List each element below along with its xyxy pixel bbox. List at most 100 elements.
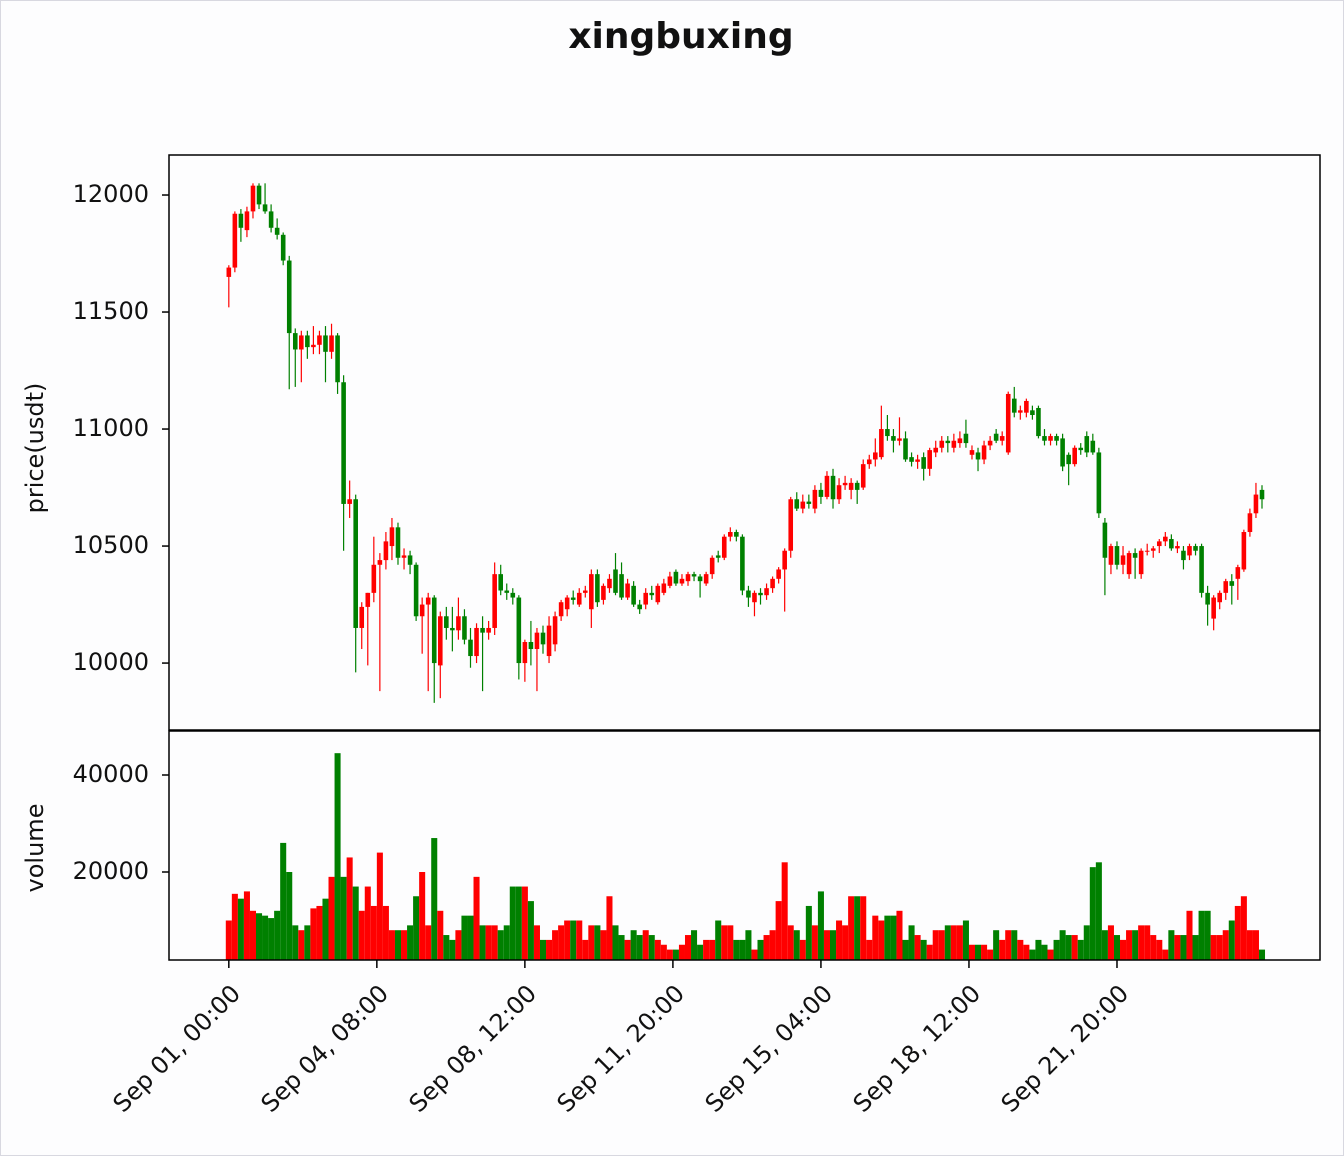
volume-bar	[981, 944, 988, 960]
candle-body	[643, 592, 649, 605]
volume-bar	[262, 915, 269, 960]
volume-bar	[286, 872, 293, 960]
candle-body	[842, 482, 848, 486]
volume-bar	[902, 939, 909, 960]
chart-title: xingbuxing	[568, 16, 793, 57]
volume-bar	[678, 944, 685, 960]
volume-bar	[787, 925, 794, 960]
volume-bar	[999, 939, 1006, 960]
candle-body	[377, 560, 383, 565]
volume-bar	[1204, 910, 1211, 960]
volume-bar	[552, 930, 559, 960]
volume-bar	[1174, 935, 1181, 960]
volume-bar	[298, 930, 305, 960]
volume-bar	[576, 920, 583, 960]
candle-body	[661, 583, 667, 593]
volume-bar	[739, 939, 746, 960]
volume-bar	[1101, 930, 1108, 960]
candle-body	[1229, 581, 1235, 586]
candle-body	[631, 585, 636, 605]
volume-bar	[1198, 910, 1205, 960]
volume-bar	[364, 886, 371, 960]
volume-bar	[962, 920, 969, 960]
volume-bar	[231, 893, 238, 960]
volume-bar	[878, 920, 885, 960]
candle-body	[1096, 452, 1102, 514]
volume-bar	[1095, 862, 1102, 960]
volume-bar	[709, 939, 716, 960]
candle-body	[709, 557, 715, 575]
candle-body	[274, 227, 280, 235]
candle-body	[1072, 447, 1077, 465]
volume-bar	[854, 896, 861, 960]
volume-bar	[636, 935, 643, 960]
candle-body	[1011, 398, 1017, 413]
candle-body	[534, 632, 540, 650]
volume-bar	[950, 925, 957, 960]
volume-bar	[672, 949, 679, 960]
volume-bar	[1156, 939, 1163, 960]
candle-body	[456, 616, 461, 631]
candle-body	[1108, 546, 1114, 565]
candle-body	[582, 590, 588, 593]
candle-body	[268, 211, 274, 228]
volume-bar	[890, 915, 897, 960]
volume-bar	[582, 939, 589, 960]
volume-bar	[467, 915, 474, 960]
candle-body	[431, 597, 437, 664]
candle-body	[993, 433, 999, 441]
volume-bar	[546, 939, 553, 960]
candle-body	[613, 569, 618, 593]
candle-body	[589, 574, 594, 610]
candle-body	[673, 571, 679, 584]
volume-panel	[168, 730, 1321, 961]
volume-bar	[1126, 930, 1133, 960]
candle-body	[933, 447, 939, 453]
candle-body	[764, 588, 769, 596]
volume-bar	[1041, 944, 1048, 960]
volume-bar	[328, 876, 335, 960]
volume-bar	[594, 925, 601, 960]
volume-bar	[588, 925, 595, 960]
candle-body	[848, 482, 854, 490]
volume-bar	[425, 925, 432, 960]
candle-body	[1199, 546, 1204, 593]
candle-body	[939, 440, 945, 448]
candle-body	[1060, 438, 1065, 467]
candle-body	[299, 335, 304, 350]
candle-body	[329, 335, 334, 352]
candle-body	[830, 475, 836, 500]
volume-bar	[745, 930, 752, 960]
candle-body	[1120, 555, 1126, 565]
volume-bar	[249, 910, 257, 960]
candle-body	[437, 616, 443, 666]
candle-body	[462, 616, 467, 640]
volume-bar	[1258, 949, 1266, 960]
volume-bar	[926, 944, 933, 960]
candle-body	[999, 436, 1005, 441]
volume-bar	[1150, 935, 1157, 960]
y-tick-label: 10000	[73, 648, 149, 676]
candle-body	[873, 452, 878, 460]
price-axis-label: price(usdt)	[21, 383, 49, 514]
candle-body	[1066, 454, 1071, 465]
volume-bar	[703, 939, 710, 960]
candle-body	[486, 627, 491, 633]
candle-body	[1090, 440, 1096, 453]
volume-bar	[515, 886, 522, 960]
volume-bar	[975, 944, 982, 960]
candle-body	[969, 450, 975, 455]
volume-bar	[310, 908, 317, 960]
candle-body	[1024, 400, 1029, 413]
candle-body	[492, 574, 497, 628]
volume-bar	[443, 935, 450, 960]
candle-body	[383, 541, 389, 561]
volume-bar	[316, 905, 323, 960]
candle-body	[1005, 393, 1011, 453]
candle-body	[280, 234, 286, 261]
volume-bar	[1023, 944, 1030, 960]
volume-bar	[836, 920, 843, 960]
candle-body	[1156, 541, 1162, 547]
candle-body	[317, 335, 322, 345]
